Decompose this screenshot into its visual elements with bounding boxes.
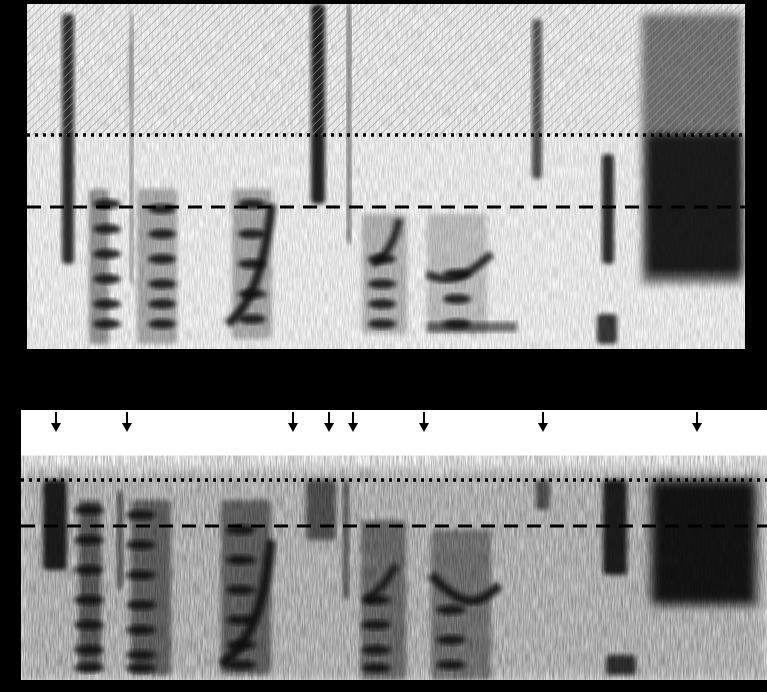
arrow-head <box>122 423 132 432</box>
bottom-noise-texture <box>21 476 767 680</box>
down-arrow-icon <box>122 412 132 432</box>
arrow-head <box>692 423 702 432</box>
arrow-head <box>324 423 334 432</box>
down-arrow-icon <box>538 412 548 432</box>
bottom-spectrogram-panel <box>21 410 767 680</box>
arrow-head <box>348 423 358 432</box>
hatched-region <box>27 4 745 135</box>
arrow-head <box>288 423 298 432</box>
top-spectrogram <box>27 4 745 349</box>
top-spectrogram-panel <box>27 4 745 349</box>
arrow-markers <box>51 412 702 432</box>
bottom-spectrogram <box>21 410 767 680</box>
down-arrow-icon <box>288 412 298 432</box>
down-arrow-icon <box>324 412 334 432</box>
arrow-head <box>419 423 429 432</box>
arrow-head <box>538 423 548 432</box>
down-arrow-icon <box>692 412 702 432</box>
down-arrow-icon <box>348 412 358 432</box>
arrow-head <box>51 423 61 432</box>
down-arrow-icon <box>419 412 429 432</box>
down-arrow-icon <box>51 412 61 432</box>
